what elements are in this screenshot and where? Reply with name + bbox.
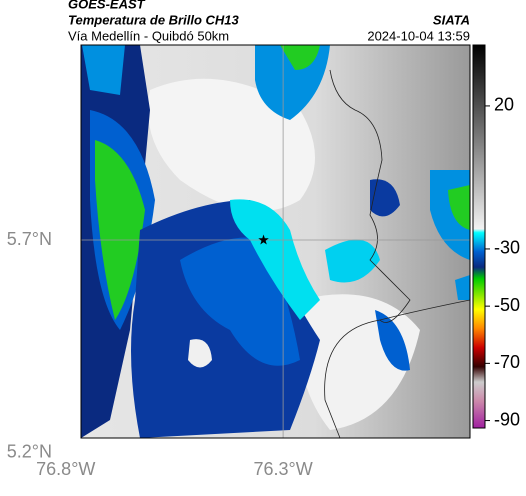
map-frame [80, 44, 471, 439]
region: Vía Medellín - Quibdó 50km [68, 28, 229, 43]
lon-tick-label: 76.3°W [253, 459, 312, 479]
colorbar-tick-label: -70 [494, 352, 520, 372]
satellite-image [81, 45, 470, 438]
lon-tick-label: 76.8°W [36, 459, 95, 479]
colorbar-tick-label: -90 [494, 409, 520, 429]
station-marker [258, 234, 269, 245]
lat-tick-label: 5.2°N [7, 442, 52, 462]
product: Temperatura de Brillo CH13 [68, 12, 240, 27]
source: SIATA [433, 12, 470, 27]
satellite: GOES-EAST [68, 0, 146, 11]
graticule [81, 45, 470, 438]
colorbar-tick-label: -50 [494, 295, 520, 315]
colorbar [472, 44, 486, 429]
lat-tick-label: 5.7°N [7, 229, 52, 249]
colorbar-tick-label: 20 [494, 95, 514, 115]
colorbar-tick-label: -30 [494, 238, 520, 258]
timestamp: 2024-10-04 13:59 [367, 28, 470, 43]
